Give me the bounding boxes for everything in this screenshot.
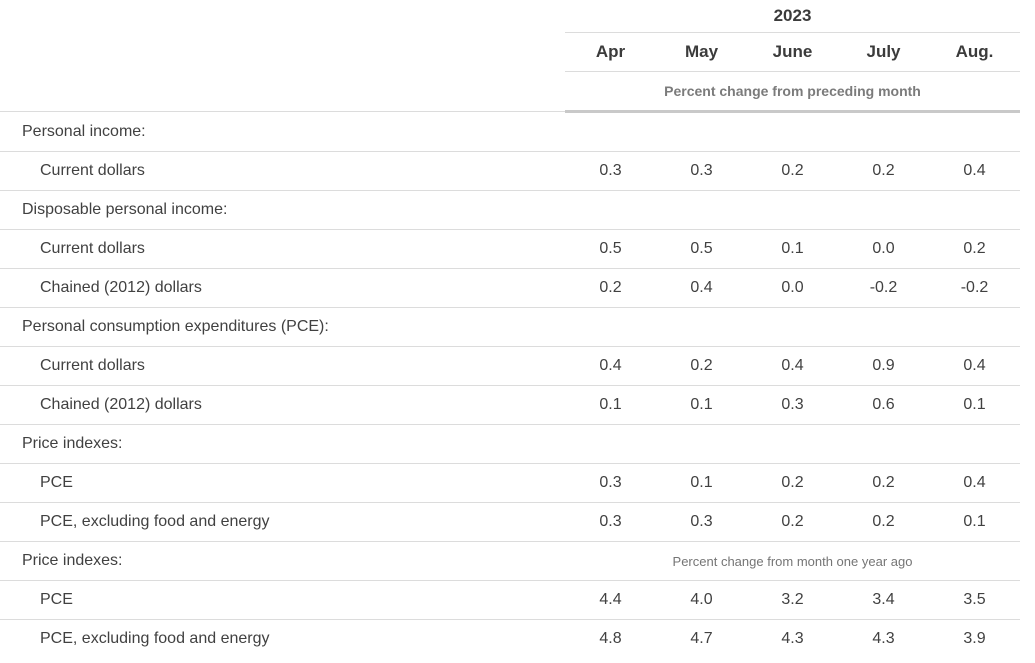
value-cell: 0.2 bbox=[963, 240, 986, 257]
table-row: PCE, excluding food and energy 4.8 4.7 4… bbox=[0, 619, 1021, 659]
table-row: Current dollars 0.4 0.2 0.4 0.9 0.4 bbox=[0, 346, 1021, 386]
unit-note-row: Percent change from preceding month bbox=[0, 71, 1021, 113]
month-header-row: Apr May June July Aug. bbox=[0, 32, 1021, 72]
row-label: Price indexes: bbox=[22, 552, 123, 569]
value-cell: 0.3 bbox=[599, 474, 622, 491]
value-cell: 0.2 bbox=[781, 162, 804, 179]
value-cell: 0.2 bbox=[872, 162, 895, 179]
value-cell: 4.3 bbox=[781, 630, 804, 647]
value-cell: 0.5 bbox=[690, 240, 713, 257]
value-cell: 0.1 bbox=[690, 474, 713, 491]
row-label: Current dollars bbox=[40, 240, 145, 257]
unit-note-top: Percent change from preceding month bbox=[565, 71, 1021, 113]
value-cell: 0.5 bbox=[599, 240, 622, 257]
table-row: Personal consumption expenditures (PCE): bbox=[0, 307, 1021, 347]
value-cell: 0.1 bbox=[781, 240, 804, 257]
row-label: Chained (2012) dollars bbox=[40, 396, 202, 413]
value-cell: 0.1 bbox=[963, 513, 986, 530]
value-cell: 0.1 bbox=[599, 396, 622, 413]
corner-cell bbox=[0, 0, 565, 33]
value-cell: 0.3 bbox=[690, 513, 713, 530]
value-cell: 0.3 bbox=[781, 396, 804, 413]
value-cell: 0.4 bbox=[963, 357, 986, 374]
column-header-june: June bbox=[747, 32, 838, 72]
value-cell: 0.4 bbox=[781, 357, 804, 374]
value-cell: -0.2 bbox=[869, 279, 898, 296]
empty-cell bbox=[565, 425, 1020, 464]
column-header-july: July bbox=[838, 32, 929, 72]
table-row: PCE, excluding food and energy 0.3 0.3 0… bbox=[0, 502, 1021, 542]
value-cell: 4.7 bbox=[690, 630, 713, 647]
value-cell: 0.3 bbox=[599, 162, 622, 179]
table-body: Personal income: Current dollars 0.3 0.3… bbox=[0, 111, 1021, 659]
table-row: Current dollars 0.3 0.3 0.2 0.2 0.4 bbox=[0, 151, 1021, 191]
value-cell: 0.1 bbox=[690, 396, 713, 413]
column-header-apr: Apr bbox=[565, 32, 656, 72]
value-cell: 3.2 bbox=[781, 591, 804, 608]
empty-cell bbox=[565, 191, 1020, 230]
value-cell: 0.6 bbox=[872, 396, 895, 413]
table-row: Chained (2012) dollars 0.1 0.1 0.3 0.6 0… bbox=[0, 385, 1021, 425]
column-header-may: May bbox=[656, 32, 747, 72]
value-cell: 0.2 bbox=[781, 474, 804, 491]
value-cell: -0.2 bbox=[960, 279, 989, 296]
table-header: 2023 Apr May June July Aug. Percent chan… bbox=[0, 0, 1021, 113]
table-row: Personal income: bbox=[0, 111, 1021, 152]
value-cell: 0.4 bbox=[963, 474, 986, 491]
year-header-row: 2023 bbox=[0, 0, 1021, 33]
value-cell: 3.9 bbox=[963, 630, 986, 647]
table-row: PCE 0.3 0.1 0.2 0.2 0.4 bbox=[0, 463, 1021, 503]
value-cell: 0.4 bbox=[690, 279, 713, 296]
table-row: Chained (2012) dollars 0.2 0.4 0.0 -0.2 … bbox=[0, 268, 1021, 308]
value-cell: 3.4 bbox=[872, 591, 895, 608]
row-label: PCE, excluding food and energy bbox=[40, 630, 270, 647]
row-label: Disposable personal income: bbox=[22, 201, 228, 218]
row-label: Price indexes: bbox=[22, 435, 123, 452]
table-row: Disposable personal income: bbox=[0, 190, 1021, 230]
value-cell: 0.0 bbox=[872, 240, 895, 257]
empty-cell bbox=[565, 308, 1020, 347]
corner-cell bbox=[0, 33, 565, 72]
row-label: Current dollars bbox=[40, 162, 145, 179]
value-cell: 0.1 bbox=[963, 396, 986, 413]
row-label: Personal income: bbox=[22, 122, 146, 140]
value-cell: 0.2 bbox=[781, 513, 804, 530]
value-cell: 0.2 bbox=[599, 279, 622, 296]
table-row: Price indexes: Percent change from month… bbox=[0, 541, 1021, 581]
table-row: Current dollars 0.5 0.5 0.1 0.0 0.2 bbox=[0, 229, 1021, 269]
value-cell: 3.5 bbox=[963, 591, 986, 608]
row-label: PCE bbox=[40, 591, 73, 608]
value-cell: 4.0 bbox=[690, 591, 713, 608]
value-cell: 4.4 bbox=[599, 591, 622, 608]
year-header: 2023 bbox=[565, 0, 1021, 33]
value-cell: 0.3 bbox=[690, 162, 713, 179]
column-header-aug: Aug. bbox=[929, 32, 1021, 72]
table-row: PCE 4.4 4.0 3.2 3.4 3.5 bbox=[0, 580, 1021, 620]
value-cell: 4.3 bbox=[872, 630, 895, 647]
table-row: Price indexes: bbox=[0, 424, 1021, 464]
row-label: PCE, excluding food and energy bbox=[40, 513, 270, 530]
row-label: Chained (2012) dollars bbox=[40, 279, 202, 296]
value-cell: 0.2 bbox=[690, 357, 713, 374]
row-label: Current dollars bbox=[40, 357, 145, 374]
row-label: Personal consumption expenditures (PCE): bbox=[22, 318, 329, 335]
value-cell: 4.8 bbox=[599, 630, 622, 647]
value-cell: 0.4 bbox=[599, 357, 622, 374]
corner-cell bbox=[0, 72, 565, 112]
value-cell: 0.3 bbox=[599, 513, 622, 530]
row-label: PCE bbox=[40, 474, 73, 491]
value-cell: 0.9 bbox=[872, 357, 895, 374]
value-cell: 0.2 bbox=[872, 513, 895, 530]
empty-cell bbox=[565, 112, 1020, 152]
value-cell: 0.2 bbox=[872, 474, 895, 491]
value-cell: 0.4 bbox=[963, 162, 986, 179]
unit-note-bottom: Percent change from month one year ago bbox=[672, 553, 913, 569]
value-cell: 0.0 bbox=[781, 279, 804, 296]
